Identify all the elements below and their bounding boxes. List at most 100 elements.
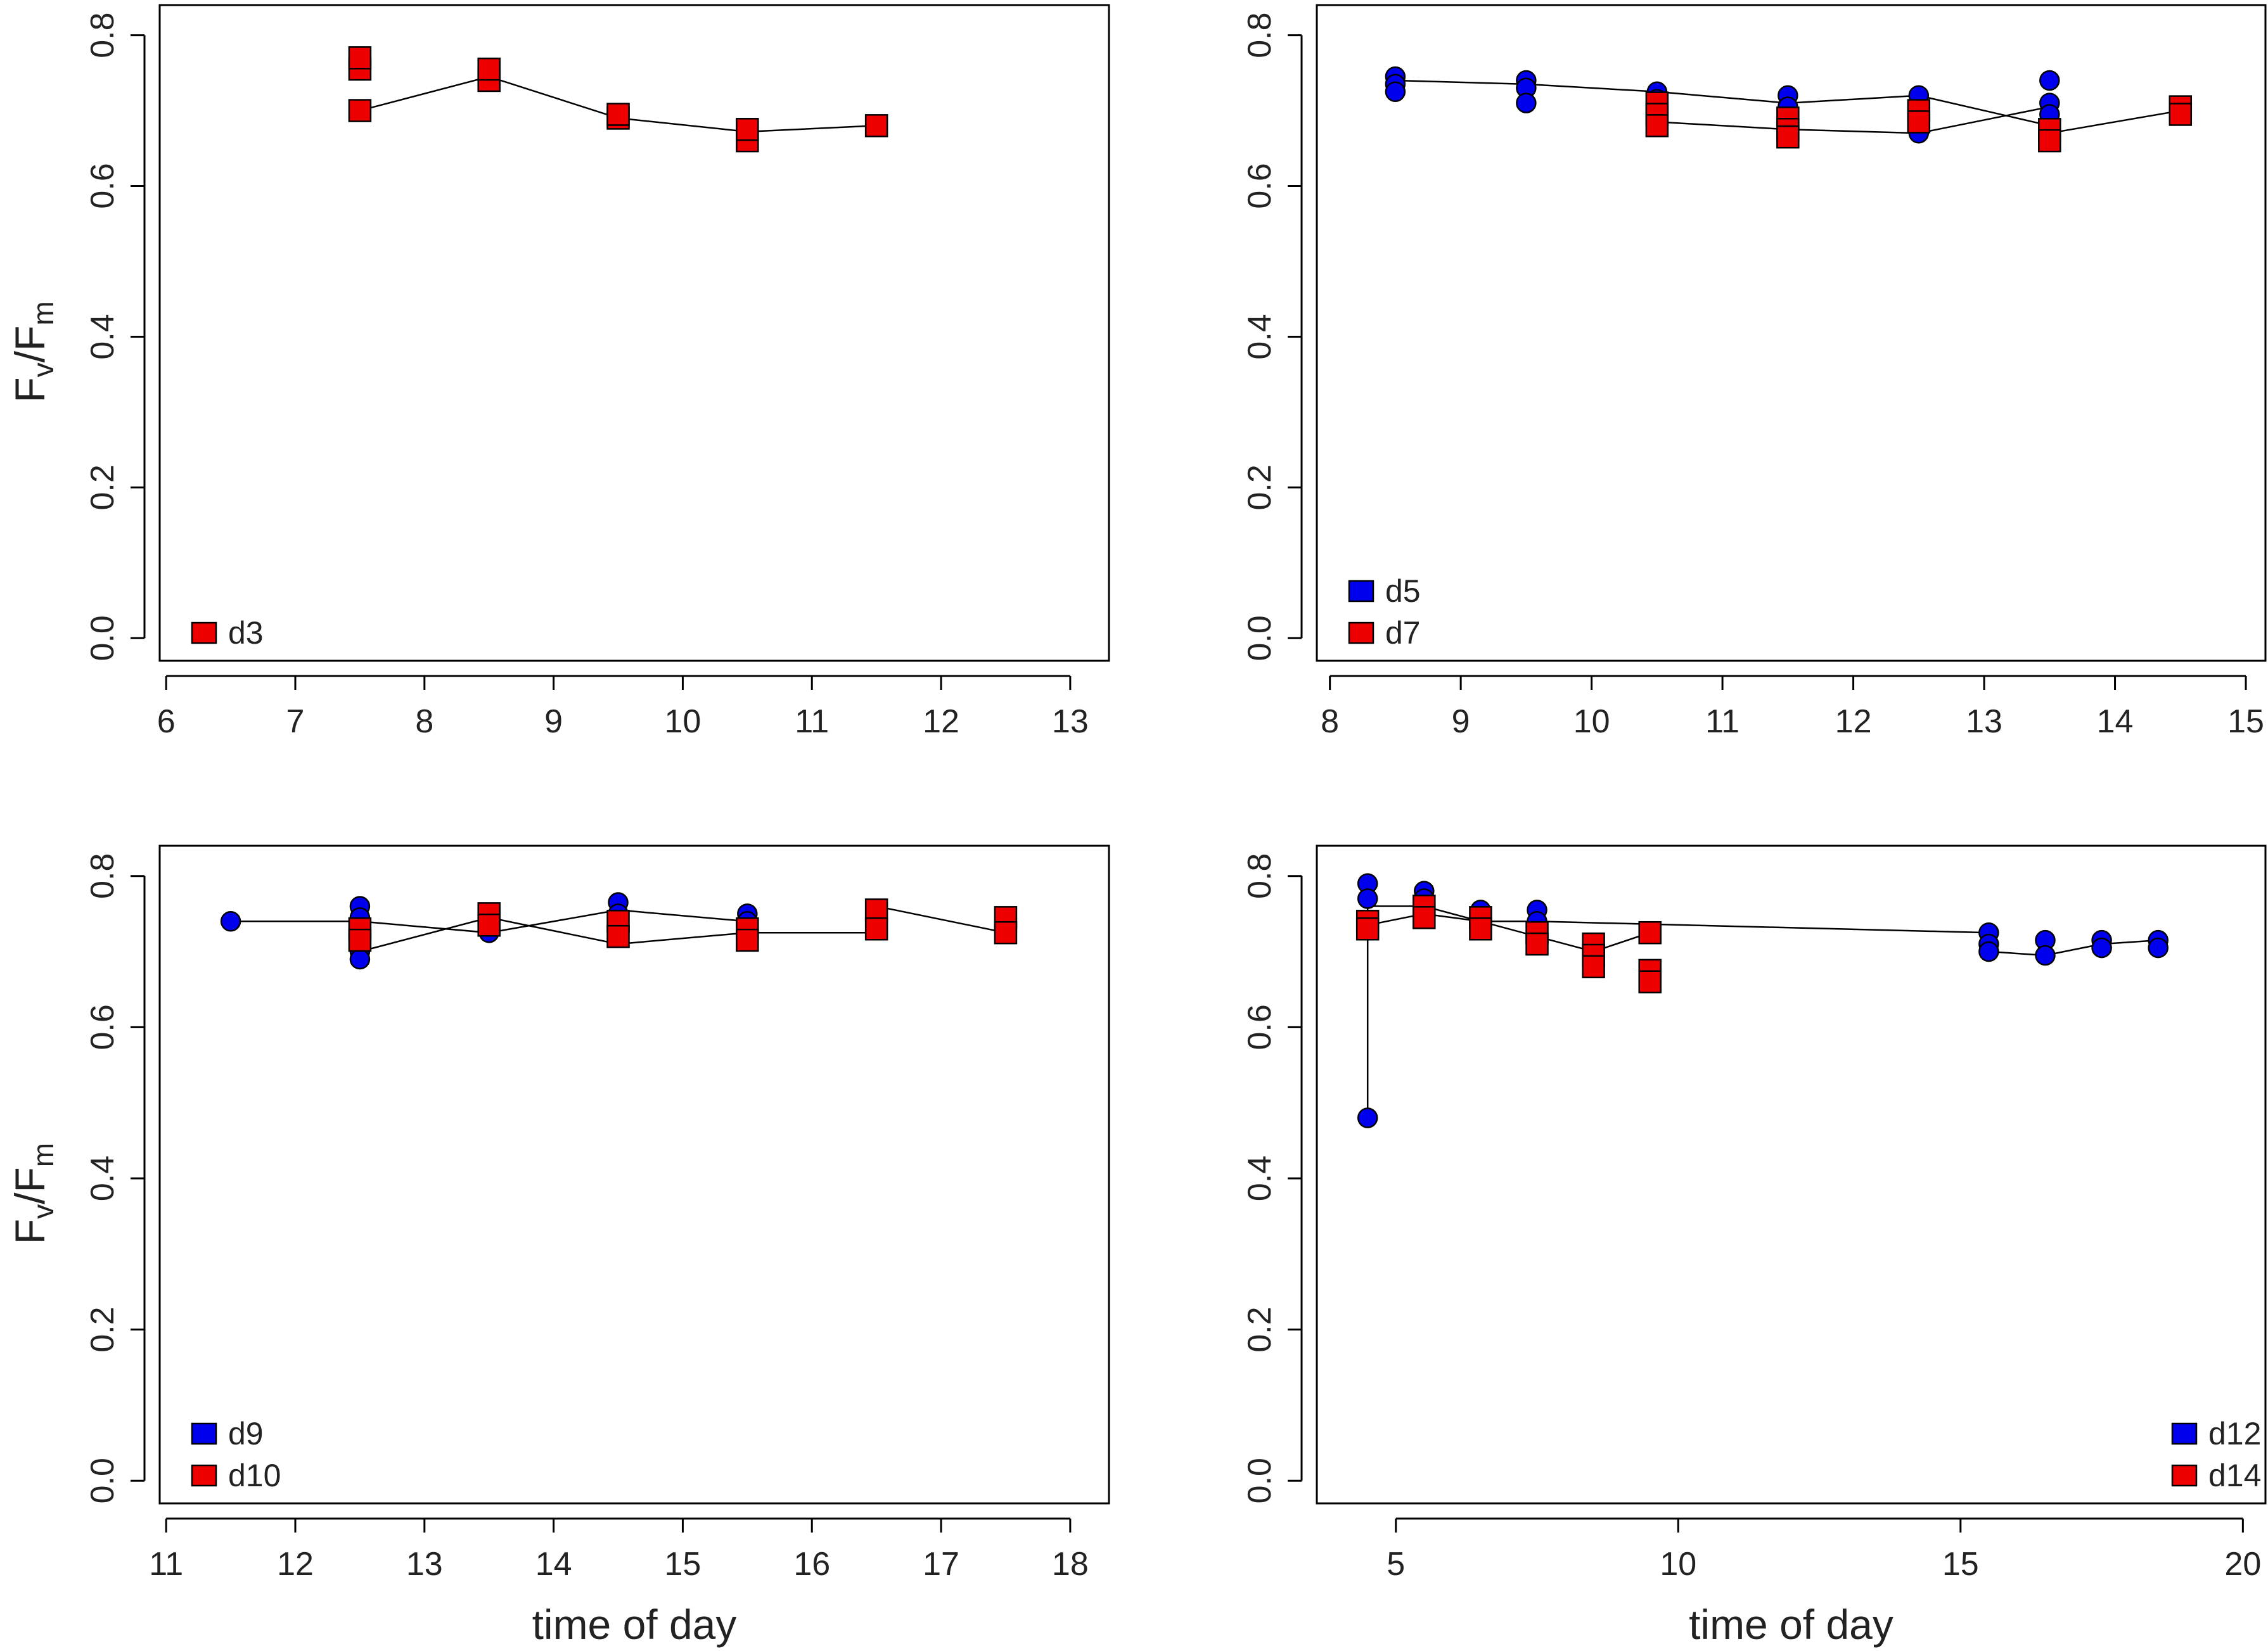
- y-tick-label: 0.6: [1241, 163, 1278, 208]
- y-tick-label: 0.6: [84, 163, 121, 208]
- x-tick-label: 12: [923, 703, 959, 740]
- point-d5: [2039, 70, 2060, 91]
- legend-label-d7: d7: [1385, 615, 1421, 651]
- y-tick-label: 0.4: [1241, 1156, 1278, 1201]
- y-title-main: F: [6, 1219, 53, 1244]
- y-tick-label: 0.8: [1241, 12, 1278, 58]
- x-tick-label: 13: [1966, 703, 2002, 740]
- y-tick-label: 0.8: [1241, 853, 1278, 899]
- legend: d3: [191, 615, 264, 651]
- x-tick-label: 10: [665, 703, 702, 740]
- y-tick-label: 0.2: [84, 1306, 121, 1352]
- y-tick-label: 0.4: [84, 314, 121, 359]
- point-d9: [220, 911, 241, 932]
- x-tick-label: 15: [1942, 1546, 1979, 1583]
- legend-label-d3: d3: [228, 615, 264, 651]
- y-tick-label: 0.6: [84, 1004, 121, 1050]
- x-tick-label: 11: [149, 1546, 183, 1583]
- point-d10: [606, 924, 630, 948]
- point-d14: [1525, 932, 1549, 956]
- y-title-sub2: m: [27, 1143, 60, 1167]
- point-d3: [606, 103, 630, 126]
- x-tick-label: 20: [2224, 1546, 2261, 1583]
- y-tick-label: 0.0: [1241, 1458, 1278, 1503]
- y-tick-label: 0.2: [1241, 1306, 1278, 1352]
- legend-label-d9: d9: [228, 1416, 264, 1451]
- point-d14: [1413, 906, 1436, 929]
- point-d3: [736, 118, 759, 141]
- x-tick-label: 14: [2097, 703, 2134, 740]
- point-d12: [2091, 937, 2112, 959]
- point-d12: [2148, 937, 2169, 959]
- legend-label-d14: d14: [2208, 1458, 2261, 1493]
- point-d14: [1469, 917, 1492, 941]
- y-tick-label: 0.8: [84, 12, 121, 58]
- y-tick-label: 0.0: [84, 615, 121, 661]
- y-title-slash: /: [6, 1192, 53, 1204]
- legend-swatch-d10: [191, 1464, 217, 1487]
- series-d12: [1366, 905, 2158, 1118]
- point-d10: [994, 921, 1018, 945]
- point-d10: [348, 928, 372, 952]
- x-tick-label: 8: [1321, 703, 1339, 740]
- point-d5: [1385, 81, 1406, 103]
- plot-frame: [1316, 845, 2267, 1505]
- point-d14: [1582, 955, 1605, 979]
- y-title-sub2: m: [27, 301, 60, 325]
- legend-swatch-d7: [1348, 622, 1374, 644]
- point-d9: [349, 948, 371, 970]
- legend-swatch-d5: [1348, 580, 1374, 602]
- point-d14: [1355, 917, 1380, 941]
- x-tick-label: 16: [793, 1546, 830, 1583]
- point-d12: [1357, 1107, 1378, 1128]
- point-d5: [1516, 92, 1537, 113]
- point-d7: [2038, 129, 2061, 153]
- y-tick-label: 0.0: [1241, 615, 1278, 661]
- x-tick-label: 13: [406, 1546, 443, 1583]
- y-title-main: F: [6, 377, 53, 402]
- legend-label-d5: d5: [1385, 573, 1421, 609]
- markers-d7: [1645, 91, 2193, 153]
- point-d12: [1978, 941, 1999, 962]
- point-d14: [1638, 921, 1662, 945]
- series-line-d5: [1395, 79, 2050, 127]
- point-d12: [2035, 945, 2056, 966]
- x-tick-label: 9: [544, 703, 563, 740]
- y-axis: 0.0 0.2 0.4 0.6 0.8: [84, 12, 146, 661]
- legend-swatch-d9: [191, 1422, 217, 1445]
- point-d7: [2169, 103, 2193, 126]
- x-tick-label: 8: [415, 703, 433, 740]
- x-tick-label: 14: [535, 1546, 572, 1583]
- plot-frame: [158, 845, 1110, 1505]
- x-tick-label: 15: [2227, 703, 2264, 740]
- point-d3: [348, 46, 372, 70]
- x-tick-label: 18: [1052, 1546, 1089, 1583]
- markers-d14: [1355, 895, 1662, 994]
- y-tick-label: 0.8: [84, 853, 121, 899]
- x-tick-label: 13: [1052, 703, 1089, 740]
- series-d5: [1395, 79, 2050, 127]
- x-tick-label: 17: [923, 1546, 959, 1583]
- x-axis-title: time of day: [1689, 1601, 1893, 1648]
- y-tick-label: 0.4: [1241, 314, 1278, 359]
- y-axis: 0.0 0.2 0.4 0.6 0.8: [1241, 853, 1303, 1503]
- point-d3: [348, 99, 372, 122]
- point-d3: [477, 57, 501, 81]
- point-d7: [1907, 110, 1931, 134]
- x-axis: 11 12 13 14 15 16 17 18: [149, 1517, 1089, 1583]
- panel-bottom-left: 11 12 13 14 15 16 17 180.00.20.40.60.8Fv/Fmtime…: [6, 845, 1110, 1648]
- y-tick-label: 0.0: [84, 1458, 121, 1503]
- x-tick-label: 12: [1835, 703, 1872, 740]
- y-tick-label: 0.4: [84, 1156, 121, 1201]
- plot-frame: [158, 4, 1110, 662]
- y-axis: 0.0 0.2 0.4 0.6 0.8: [1241, 12, 1303, 661]
- series-d7: [1656, 106, 2181, 134]
- point-d3: [864, 114, 888, 137]
- x-tick-label: 11: [795, 703, 829, 740]
